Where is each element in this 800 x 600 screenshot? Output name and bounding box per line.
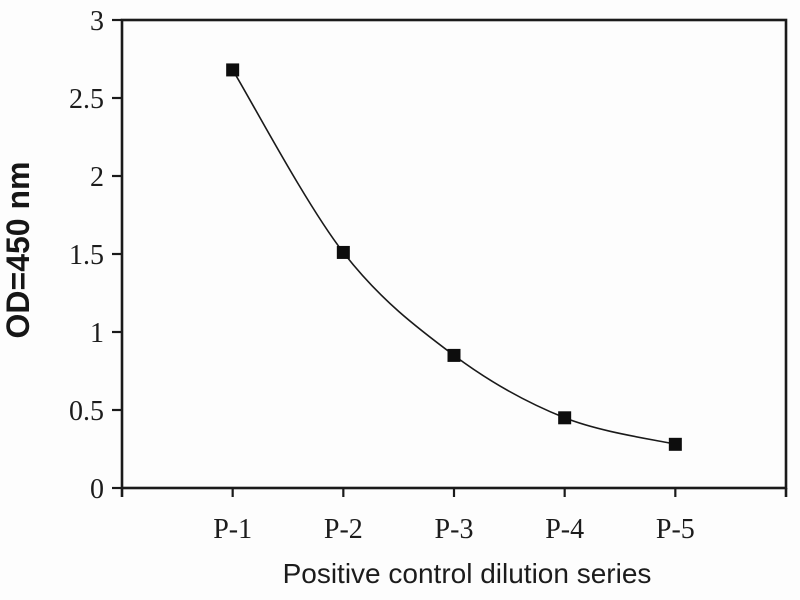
y-tick-label: 1.5 xyxy=(69,240,104,271)
y-tick-label: 0.5 xyxy=(69,396,104,427)
data-point-marker xyxy=(447,348,461,362)
x-axis-title: Positive control dilution series xyxy=(282,558,652,589)
data-point-marker xyxy=(226,63,240,77)
x-tick-label: P-4 xyxy=(545,514,584,545)
y-tick-label: 1 xyxy=(90,318,104,349)
y-tick-label: 2 xyxy=(90,162,104,193)
data-point-marker xyxy=(668,437,682,451)
x-tick-label: P-3 xyxy=(435,514,474,545)
data-point-marker xyxy=(336,245,350,259)
series-line xyxy=(231,69,676,446)
data-point-marker xyxy=(558,411,572,425)
x-tick-label: P-2 xyxy=(324,514,363,545)
y-tick-label: 0 xyxy=(90,474,104,505)
x-tick-label: P-1 xyxy=(213,514,252,545)
y-tick-label: 3 xyxy=(90,6,104,37)
x-tick-label: P-5 xyxy=(656,514,695,545)
plot-frame xyxy=(120,18,788,490)
y-tick-label: 2.5 xyxy=(69,84,104,115)
